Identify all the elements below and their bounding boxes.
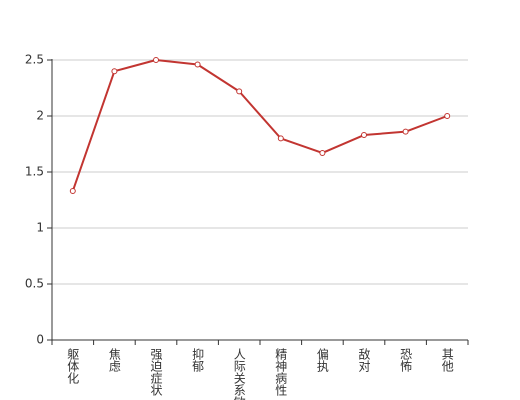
- y-tick-label: 1: [36, 221, 44, 235]
- x-tick-label: 敌对: [357, 347, 371, 372]
- x-tick-label: 精神病性: [274, 348, 288, 397]
- data-point: [444, 113, 451, 119]
- data-point: [402, 128, 409, 135]
- data-point: [236, 88, 243, 95]
- y-tick-label: 0.5: [25, 277, 44, 291]
- x-tick-label: 强迫症状: [149, 348, 163, 396]
- data-point: [319, 149, 326, 156]
- x-tick-label: 躯体化: [66, 347, 80, 385]
- x-tick-label: 恐怖: [399, 348, 413, 372]
- data-line: [71, 59, 448, 192]
- data-point: [153, 57, 159, 63]
- data-point: [277, 135, 284, 142]
- x-tick-label: 人际关系敏感: [232, 348, 246, 400]
- data-point: [69, 188, 76, 195]
- x-tick-label: 其他: [440, 348, 454, 372]
- data-point: [111, 68, 118, 75]
- y-tick-label: 2.5: [25, 53, 44, 67]
- x-tick-label: 抑郁: [191, 347, 205, 373]
- y-tick-label: 2: [36, 109, 44, 123]
- y-tick-label: 1.5: [25, 165, 44, 179]
- data-point: [194, 61, 201, 68]
- x-tick-label: 偏执: [315, 347, 329, 373]
- x-tick-label: 焦虑: [107, 348, 121, 372]
- data-point: [361, 132, 367, 139]
- y-tick-label: 0: [36, 333, 44, 347]
